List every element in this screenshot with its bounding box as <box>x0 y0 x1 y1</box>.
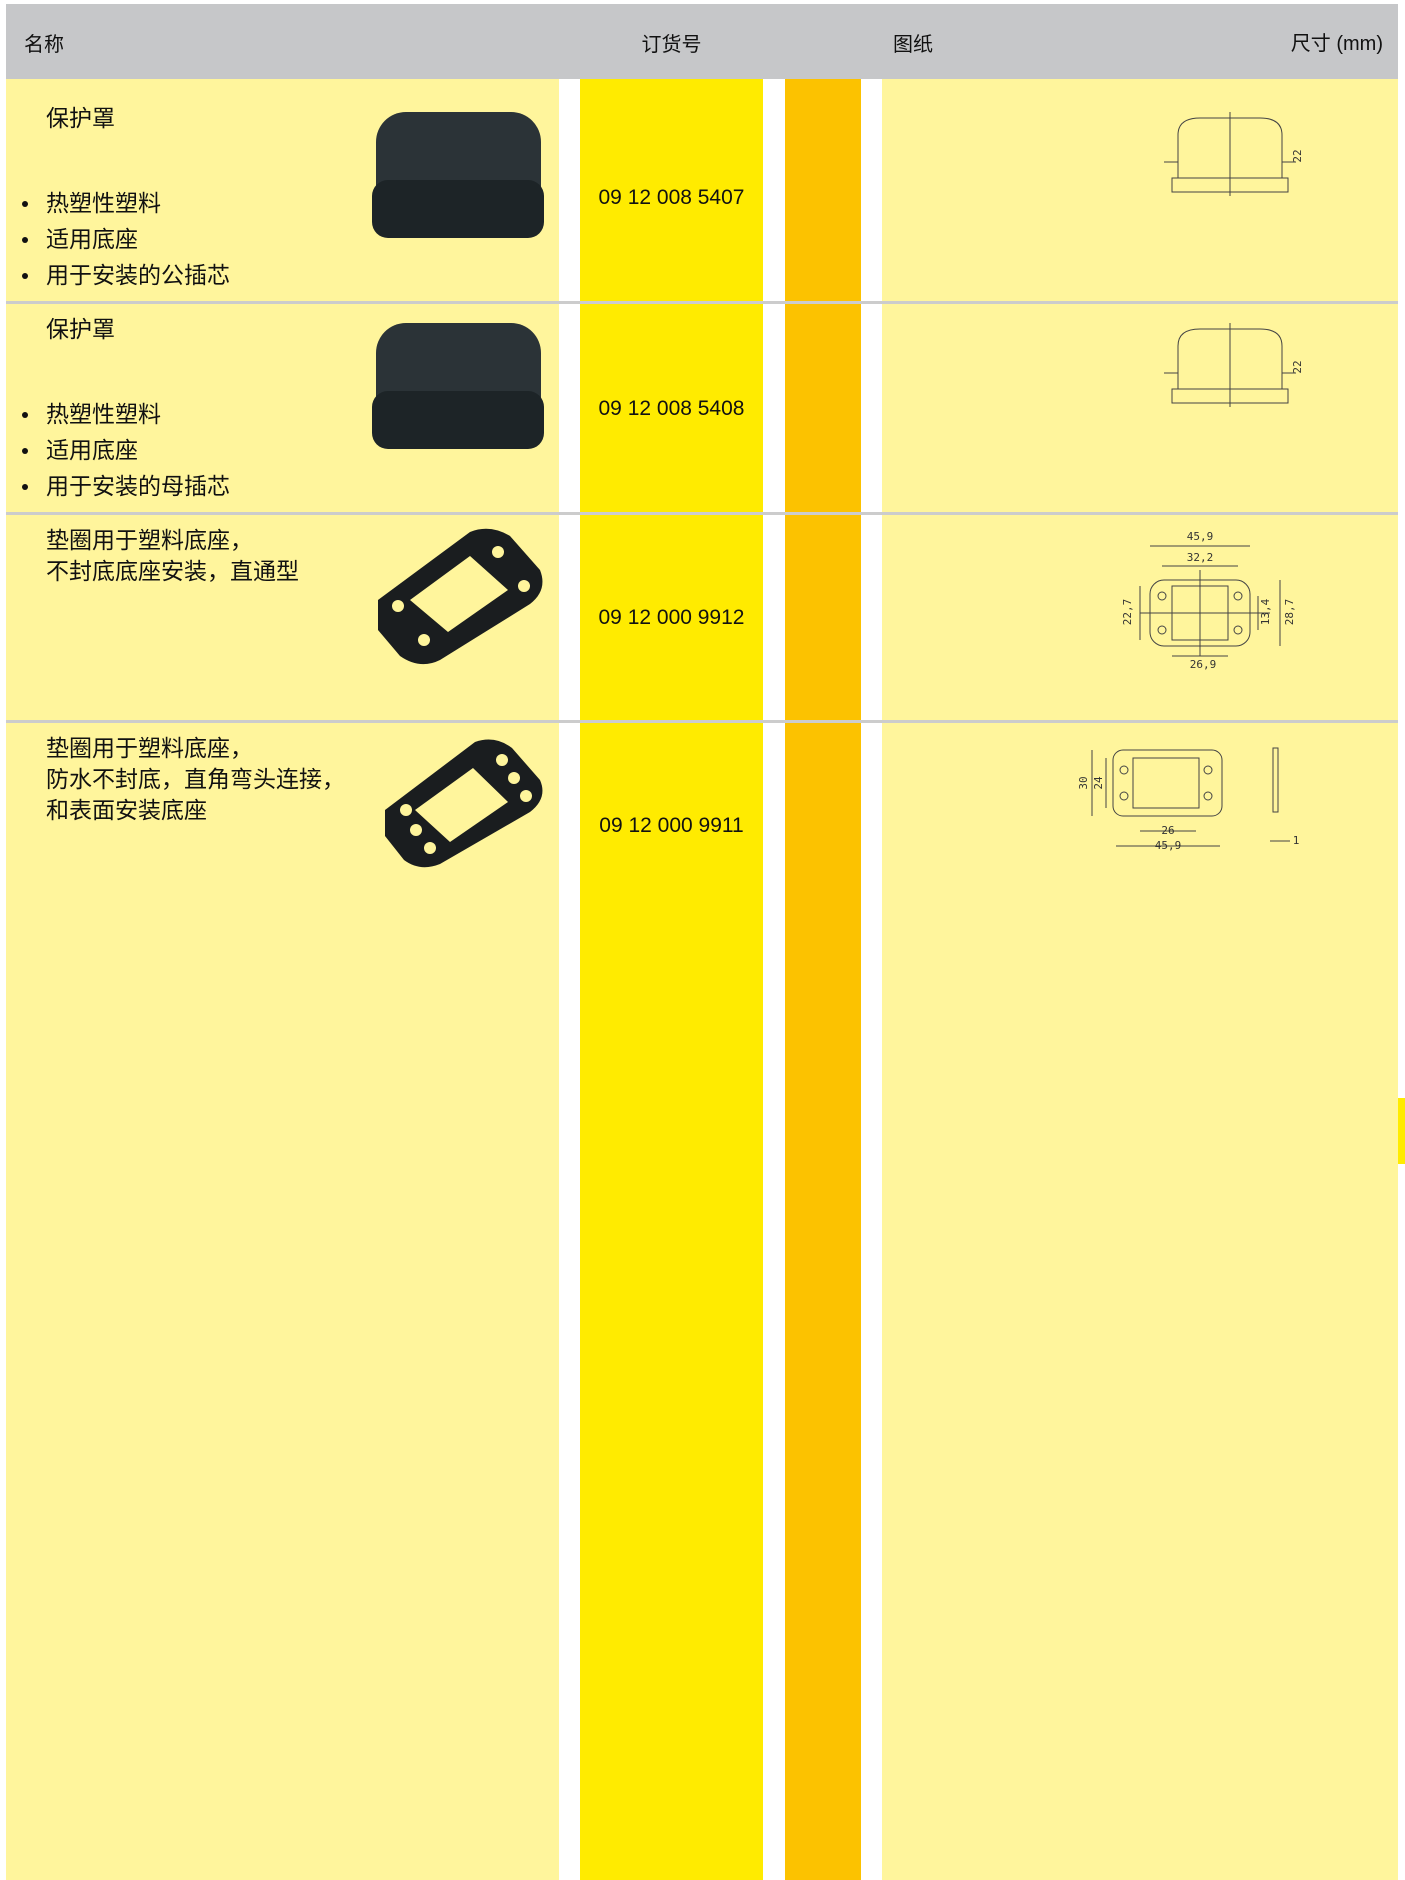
header-order: 订货号 <box>641 32 702 56</box>
dimension-label: 26,9 <box>1190 658 1217 671</box>
bullet <box>22 484 28 490</box>
row-title: 保护罩 <box>46 106 115 132</box>
dimension-column <box>882 79 1398 1880</box>
row-title: 垫圈用于塑料底座， <box>46 528 253 554</box>
photo-gasket <box>378 528 543 868</box>
dimension-label: 24 <box>1092 776 1105 790</box>
order-number: 09 12 000 9912 <box>598 606 745 629</box>
row-separator <box>6 301 1398 304</box>
bullet-text: 热塑性塑料 <box>46 402 161 428</box>
order-number: 09 12 008 5408 <box>598 397 745 420</box>
row-title: 垫圈用于塑料底座， <box>46 736 253 762</box>
dimension-label: 22,7 <box>1121 599 1134 626</box>
row-title: 不封底底座安装，直通型 <box>46 559 299 585</box>
bullet-text: 适用底座 <box>46 438 138 464</box>
bullet-text: 用于安装的公插芯 <box>46 263 230 289</box>
row-title: 和表面安装底座 <box>46 798 207 824</box>
bullet <box>22 448 28 454</box>
row-separator <box>6 720 1398 723</box>
row-separator <box>6 512 1398 515</box>
header-name: 名称 <box>24 32 64 56</box>
dimension-label: 22 <box>1291 360 1304 373</box>
dimension-label: 30 <box>1077 776 1090 789</box>
order-number: 09 12 008 5407 <box>598 186 745 209</box>
dimension-label: 26 <box>1161 824 1174 837</box>
bullet <box>22 412 28 418</box>
drawing-column <box>785 79 861 1880</box>
bullet <box>22 201 28 207</box>
bullet <box>22 237 28 243</box>
header-bar <box>6 4 1398 79</box>
dimension-label: 28,7 <box>1283 599 1296 626</box>
dimension-label: 1 <box>1293 834 1300 847</box>
order-column <box>580 79 763 1880</box>
tech-drawings <box>1091 112 1296 847</box>
bullet-text: 用于安装的母插芯 <box>46 474 230 500</box>
dimension-label: 22 <box>1291 149 1304 162</box>
header-drawing: 图纸 <box>893 32 933 56</box>
bullet <box>22 273 28 279</box>
bullet-text: 适用底座 <box>46 227 138 253</box>
side-tab <box>1398 1098 1405 1164</box>
dimension-label: 45,9 <box>1155 839 1182 852</box>
dimension-label: 13,4 <box>1259 598 1272 625</box>
row-title: 保护罩 <box>46 317 115 343</box>
header-dimensions: 尺寸 (mm) <box>1290 33 1383 55</box>
dimension-label: 32,2 <box>1187 551 1214 564</box>
row-title: 防水不封底，直角弯头连接， <box>46 767 345 793</box>
dimension-label: 45,9 <box>1187 530 1214 543</box>
bullet-text: 热塑性塑料 <box>46 191 161 217</box>
photo-cap <box>372 112 544 449</box>
order-number: 09 12 000 9911 <box>599 814 744 837</box>
